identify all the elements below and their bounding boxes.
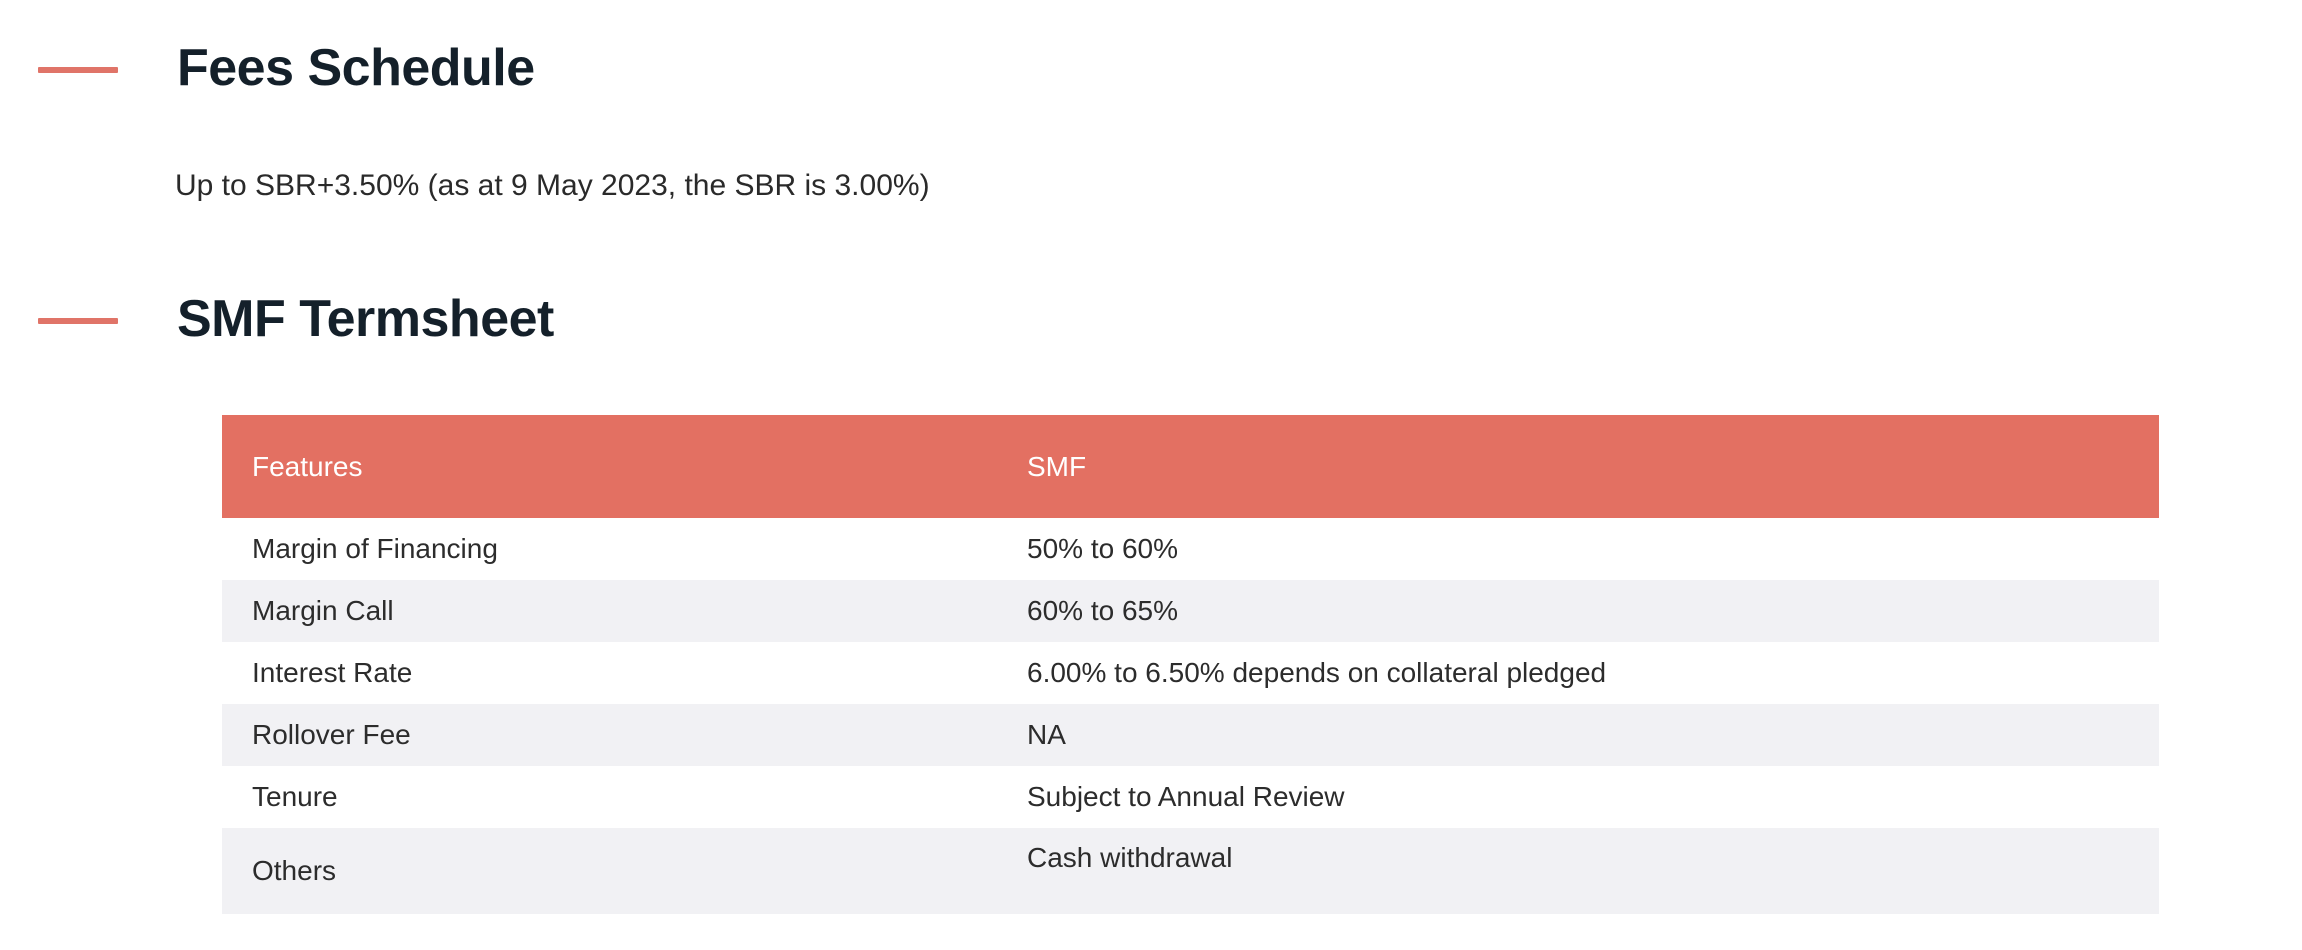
termsheet-accent-line xyxy=(38,318,118,324)
value-cell: NA xyxy=(1027,719,1066,750)
header-smf: SMF xyxy=(1027,450,1087,482)
table-row: Others Cash withdrawal xyxy=(222,828,2159,914)
feature-cell: Margin Call xyxy=(252,595,394,626)
smf-termsheet-title: SMF Termsheet xyxy=(177,290,554,348)
value-cell: Cash withdrawal xyxy=(1027,842,1233,873)
feature-cell: Interest Rate xyxy=(252,657,413,688)
value-cell: 6.00% to 6.50% depends on collateral ple… xyxy=(1027,657,1607,688)
feature-cell: Rollover Fee xyxy=(252,719,411,750)
fees-schedule-text: Up to SBR+3.50% (as at 9 May 2023, the S… xyxy=(175,169,930,202)
table-row: Margin Call 60% to 65% xyxy=(222,580,2159,642)
fees-schedule-title: Fees Schedule xyxy=(177,39,535,97)
table-header-row: Features SMF xyxy=(222,415,2159,518)
feature-cell: Margin of Financing xyxy=(252,533,498,564)
termsheet-table: Features SMF Margin of Financing 50% to … xyxy=(222,415,2159,914)
value-cell: 50% to 60% xyxy=(1027,533,1178,564)
table-row: Interest Rate 6.00% to 6.50% depends on … xyxy=(222,642,2159,704)
table-row: Margin of Financing 50% to 60% xyxy=(222,518,2159,580)
value-cell: 60% to 65% xyxy=(1027,595,1178,626)
table-row: Rollover Fee NA xyxy=(222,704,2159,766)
feature-cell: Others xyxy=(252,855,337,886)
table-row: Tenure Subject to Annual Review xyxy=(222,766,2159,828)
fees-accent-line xyxy=(38,67,118,73)
feature-cell: Tenure xyxy=(252,781,338,812)
header-features: Features xyxy=(252,450,363,482)
value-cell: Subject to Annual Review xyxy=(1027,781,1345,812)
